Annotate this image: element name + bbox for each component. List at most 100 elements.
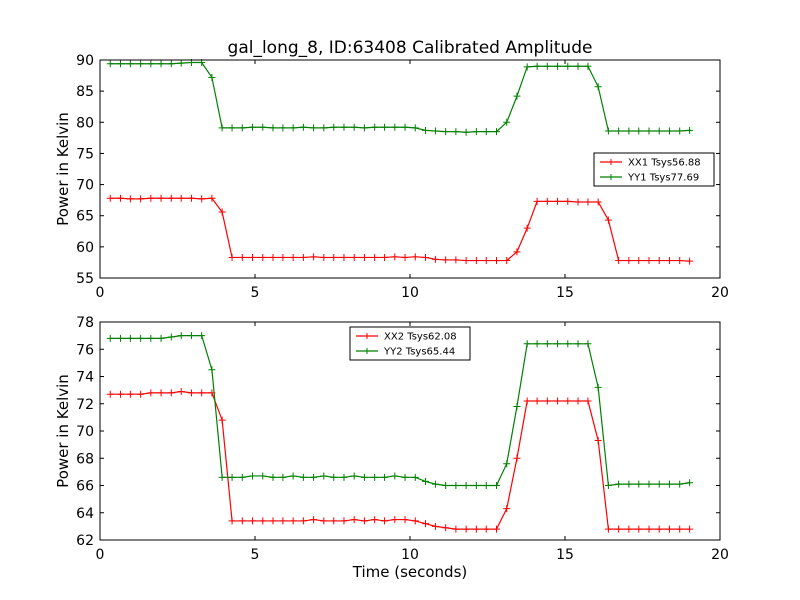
x-tick-label: 15 <box>556 547 574 563</box>
x-tick-label: 0 <box>96 285 105 301</box>
data-point <box>554 340 562 348</box>
data-point <box>604 482 612 489</box>
data-point <box>492 128 500 136</box>
data-point <box>442 482 450 489</box>
data-point <box>137 390 145 398</box>
data-point <box>330 123 338 131</box>
data-point <box>330 473 338 481</box>
data-point <box>604 127 612 135</box>
data-point <box>371 516 379 524</box>
data-point <box>279 253 287 261</box>
legend: XX1 Tsys56.88 YY1 Tsys77.69 <box>593 152 715 187</box>
data-point <box>299 473 307 481</box>
data-point <box>492 257 500 265</box>
data-point <box>492 482 500 489</box>
data-point <box>198 389 206 397</box>
data-point <box>310 516 318 524</box>
data-point <box>574 340 582 348</box>
data-point <box>116 390 124 398</box>
data-point <box>238 473 246 481</box>
legend-label: XX2 Tsys62.08 <box>384 332 457 343</box>
y-tick-label: 72 <box>76 397 94 413</box>
data-point <box>106 194 114 202</box>
data-point <box>482 257 490 265</box>
data-point <box>137 334 145 342</box>
data-point <box>543 197 551 205</box>
data-point <box>462 257 470 265</box>
data-point <box>523 397 531 405</box>
data-point <box>157 389 165 397</box>
data-point <box>147 194 155 202</box>
data-point <box>289 253 297 261</box>
y-tick-label: 60 <box>76 240 94 256</box>
data-point <box>269 124 277 132</box>
data-point <box>116 60 124 68</box>
data-point <box>411 124 419 132</box>
data-point <box>320 517 328 525</box>
data-point <box>615 127 623 135</box>
data-point <box>452 128 460 136</box>
series-2 <box>106 58 694 136</box>
data-point <box>665 480 673 488</box>
data-point <box>177 194 185 202</box>
data-point <box>422 253 429 261</box>
data-point <box>360 473 368 481</box>
data-point <box>401 123 409 131</box>
data-point <box>299 253 307 261</box>
data-point <box>523 340 531 348</box>
data-point <box>360 253 368 261</box>
data-point <box>584 198 592 206</box>
data-point <box>615 257 623 265</box>
y-tick-label: 74 <box>76 370 94 386</box>
data-point <box>289 124 297 132</box>
bottom-panel: 0 5 10 15 20 62 64 66 68 70 72 74 76 78 Power in Kelvi… <box>54 315 729 581</box>
y-tick-label: 66 <box>76 479 94 495</box>
data-point <box>381 123 389 131</box>
data-point <box>350 123 358 131</box>
data-point <box>635 480 643 488</box>
data-point <box>167 333 175 341</box>
data-point <box>157 194 165 202</box>
data-point <box>126 195 134 203</box>
data-point <box>259 253 267 261</box>
data-point <box>554 197 562 205</box>
series-line <box>110 197 690 262</box>
data-point <box>482 128 490 136</box>
data-point <box>249 472 257 480</box>
data-point <box>218 473 226 481</box>
y-tick-label: 90 <box>76 53 94 69</box>
y-axis-label: Power in Kelvin <box>54 374 72 488</box>
data-point <box>503 460 511 468</box>
data-point <box>492 525 500 533</box>
data-point <box>228 473 236 481</box>
data-point <box>371 473 379 481</box>
data-point <box>167 60 175 68</box>
data-point <box>442 128 450 136</box>
data-point <box>411 517 419 525</box>
data-point <box>564 197 572 205</box>
data-point <box>645 525 653 533</box>
data-point <box>442 256 450 264</box>
data-point <box>411 253 419 261</box>
data-point <box>533 197 541 205</box>
data-point <box>310 124 318 132</box>
data-point <box>177 387 185 395</box>
data-point <box>177 59 185 67</box>
data-point <box>147 389 155 397</box>
x-tick-label: 5 <box>251 547 260 563</box>
top-panel: 0 5 10 15 20 55 60 65 70 75 80 85 90 Power in Kelvin X… <box>54 53 729 301</box>
data-point <box>137 60 145 68</box>
data-point <box>167 194 175 202</box>
data-point <box>238 124 246 132</box>
data-point <box>310 473 318 481</box>
y-axis-label: Power in Kelvin <box>54 112 72 226</box>
data-point <box>320 124 328 132</box>
data-point <box>422 520 429 528</box>
data-point <box>116 334 124 342</box>
data-point <box>371 253 379 261</box>
data-point <box>330 517 338 525</box>
data-point <box>462 128 470 136</box>
legend-entry: YY1 Tsys77.69 <box>600 173 699 184</box>
data-point <box>187 194 195 202</box>
